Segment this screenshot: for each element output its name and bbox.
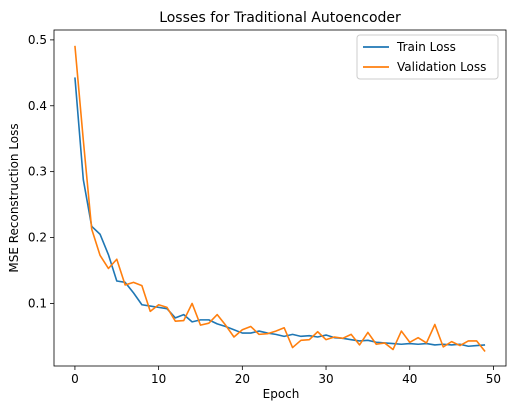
chart-title: Losses for Traditional Autoencoder <box>159 10 401 26</box>
legend-box <box>356 34 499 80</box>
x-tick-label: 50 <box>486 372 501 386</box>
x-tick-label: 30 <box>318 372 333 386</box>
y-tick-label: 0.3 <box>28 165 47 179</box>
x-tick-label: 20 <box>235 372 250 386</box>
x-axis-title: Epoch <box>263 387 300 401</box>
series-line-1 <box>74 77 486 348</box>
legend: Train Loss Validation Loss <box>356 34 499 80</box>
series-line-2 <box>74 45 486 353</box>
legend-label: Train Loss <box>396 40 456 54</box>
x-tick-label: 10 <box>151 372 166 386</box>
axes-frame <box>53 29 507 367</box>
y-tick-label: 0.2 <box>28 231 47 245</box>
legend-label: Validation Loss <box>397 60 486 74</box>
y-axis-title: MSE Reconstruction Loss <box>7 123 21 272</box>
plot-area <box>74 45 486 353</box>
y-tick-label: 0.4 <box>28 99 47 113</box>
y-tick-label: 0.5 <box>28 33 47 47</box>
x-tick-label: 0 <box>71 372 79 386</box>
x-tick-label: 40 <box>402 372 417 386</box>
y-tick-label: 0.1 <box>28 296 47 310</box>
axes: 0 10 20 30 40 50 0.1 0.2 0.3 0.4 0.5 <box>28 29 507 386</box>
